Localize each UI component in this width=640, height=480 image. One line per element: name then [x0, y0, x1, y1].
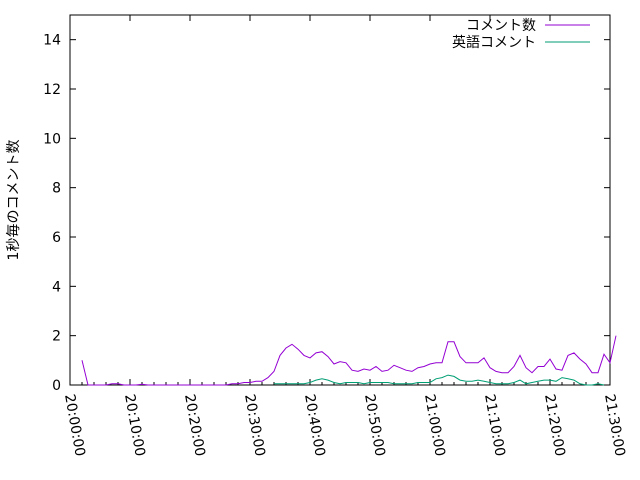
- x-tick-label: 20:00:00: [61, 393, 88, 458]
- y-tick-label: 0: [52, 378, 61, 394]
- y-tick-label: 4: [52, 279, 61, 295]
- legend-label-1: 英語コメント: [452, 34, 536, 51]
- legend-label-0: コメント数: [466, 18, 536, 34]
- x-tick-label: 20:10:00: [121, 393, 148, 458]
- x-tick-label: 20:20:00: [181, 393, 208, 458]
- y-tick-label: 14: [43, 33, 61, 49]
- y-tick-label: 12: [43, 82, 61, 98]
- plot-frame: [69, 14, 611, 386]
- x-tick-label: 20:50:00: [361, 393, 388, 458]
- x-tick-label: 21:20:00: [541, 393, 568, 458]
- y-tick-label: 8: [52, 181, 61, 197]
- legend: コメント数 英語コメント: [452, 18, 590, 51]
- y-tick-label: 6: [52, 230, 61, 246]
- series-line-0: [81, 335, 617, 386]
- y-tick-label: 2: [52, 329, 61, 345]
- x-tick-label: 20:40:00: [301, 393, 328, 458]
- y-tick-label: 10: [43, 131, 61, 147]
- x-tick-label: 21:10:00: [481, 393, 508, 458]
- x-tick-label: 20:30:00: [241, 393, 268, 458]
- series-line-1: [274, 374, 605, 386]
- x-tick-label: 21:00:00: [421, 393, 448, 458]
- x-tick-label: 21:30:00: [601, 393, 628, 458]
- y-axis-label: 1秒毎のコメント数: [6, 140, 22, 261]
